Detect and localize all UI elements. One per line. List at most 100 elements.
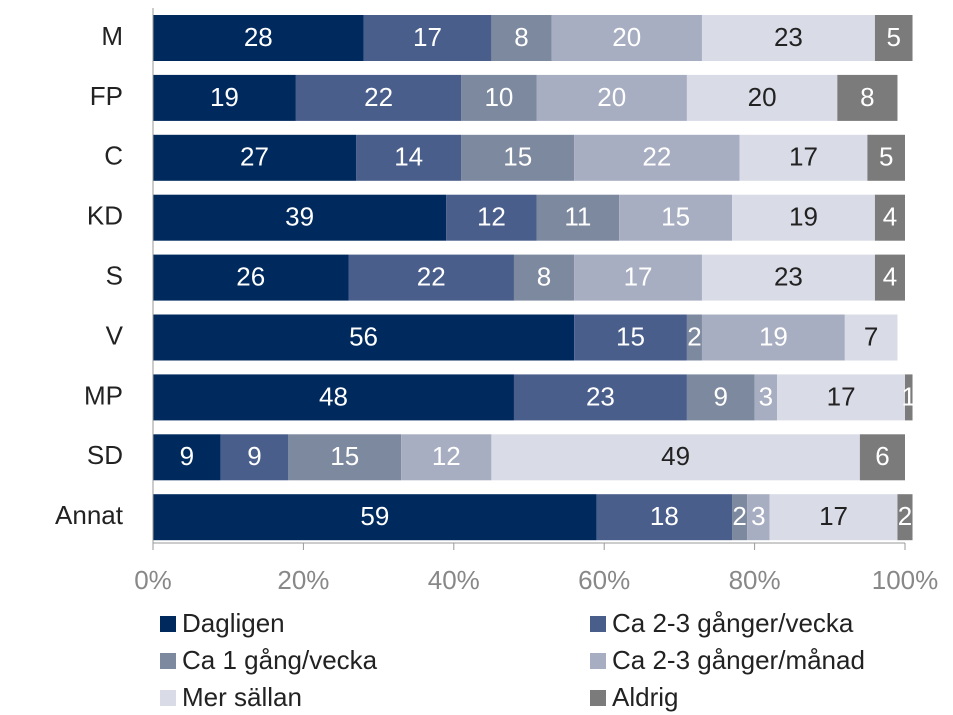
- data-label: 14: [394, 142, 423, 172]
- bar-segment: [777, 374, 905, 421]
- bar-segment: [769, 494, 898, 541]
- bar-segment: [754, 374, 778, 421]
- bar-segment: [905, 374, 913, 421]
- bar-segment: [288, 434, 402, 481]
- y-tick-label: FP: [90, 81, 123, 111]
- data-label: 23: [586, 381, 615, 411]
- data-label: 2: [687, 321, 701, 351]
- bar-segment: [686, 314, 702, 361]
- x-tick-label: 40%: [428, 565, 480, 595]
- data-label: 56: [349, 321, 378, 351]
- bar-segment: [295, 74, 462, 121]
- legend-label: Dagligen: [182, 608, 285, 638]
- legend-label: Ca 2-3 gånger/vecka: [612, 608, 854, 638]
- bar-segment: [536, 194, 620, 241]
- bar-segment: [739, 134, 868, 181]
- bar-segment: [491, 15, 552, 61]
- bar-segment: [220, 434, 289, 481]
- bar-segment: [686, 374, 755, 421]
- data-label: 59: [360, 501, 389, 531]
- data-label: 17: [413, 22, 442, 52]
- data-label: 19: [210, 82, 239, 112]
- bar-segment: [461, 74, 537, 121]
- x-tick-label: 0%: [134, 565, 172, 595]
- bar-segment: [574, 134, 740, 181]
- bar-segment: [461, 134, 575, 181]
- bar-segment: [153, 314, 575, 361]
- legend-swatch: [590, 616, 606, 632]
- bar-segment: [153, 494, 597, 541]
- bar-segment: [619, 194, 733, 241]
- x-tick-label: 100%: [872, 565, 939, 595]
- data-label: 8: [860, 82, 874, 112]
- bar-segment: [732, 494, 748, 541]
- bar-segment: [153, 254, 349, 301]
- data-label: 17: [624, 261, 653, 291]
- bar-segment: [574, 254, 702, 301]
- bar-segment: [153, 374, 514, 421]
- y-tick-label: S: [106, 260, 123, 290]
- data-label: 4: [883, 261, 897, 291]
- bar-segment: [596, 494, 733, 541]
- data-label: 15: [616, 321, 645, 351]
- bar-segment: [348, 254, 514, 301]
- bar-segment: [446, 194, 537, 241]
- bar-segment: [844, 314, 898, 361]
- data-label: 15: [330, 441, 359, 471]
- data-label: 7: [864, 321, 878, 351]
- data-label: 23: [774, 22, 803, 52]
- y-tick-label: KD: [87, 201, 123, 231]
- bar-segment: [513, 374, 687, 421]
- data-label: 39: [285, 202, 314, 232]
- legend-swatch: [160, 690, 176, 706]
- bar-segment: [491, 434, 860, 481]
- data-label: 18: [650, 501, 679, 531]
- data-label: 17: [789, 142, 818, 172]
- data-label: 12: [432, 441, 461, 471]
- data-label: 26: [236, 261, 265, 291]
- bar-segment: [701, 254, 875, 301]
- bar-segment: [153, 134, 357, 181]
- bar-segment: [701, 15, 875, 61]
- bar-segment: [153, 434, 221, 481]
- data-label: 17: [827, 381, 856, 411]
- data-label: 17: [819, 501, 848, 531]
- data-label: 11: [564, 202, 591, 232]
- data-label: 3: [751, 501, 765, 531]
- data-label: 19: [759, 321, 788, 351]
- bar-segment: [363, 15, 492, 61]
- data-label: 28: [244, 22, 273, 52]
- data-label: 20: [612, 22, 641, 52]
- data-label: 4: [883, 202, 897, 232]
- x-tick-label: 20%: [277, 565, 329, 595]
- y-tick-label: Annat: [55, 500, 124, 530]
- y-tick-label: MP: [84, 380, 123, 410]
- data-label: 22: [364, 82, 393, 112]
- legend-label: Aldrig: [612, 682, 678, 712]
- bar-segment: [732, 194, 875, 241]
- data-label: 9: [180, 441, 194, 471]
- data-label: 15: [661, 202, 690, 232]
- data-label: 23: [774, 261, 803, 291]
- data-label: 6: [875, 441, 889, 471]
- data-label: 2: [732, 501, 746, 531]
- bar-segment: [874, 254, 905, 301]
- data-label: 10: [484, 82, 513, 112]
- bar-segment: [551, 15, 702, 61]
- data-label: 19: [789, 202, 818, 232]
- bar-segment: [401, 434, 492, 481]
- bar-segment: [153, 74, 296, 121]
- data-label: 22: [642, 142, 671, 172]
- legend-swatch: [590, 653, 606, 669]
- data-label: 48: [319, 381, 348, 411]
- bar-segment: [686, 74, 838, 121]
- y-tick-label: V: [106, 320, 124, 350]
- y-tick-label: SD: [87, 440, 123, 470]
- bar-segment: [701, 314, 845, 361]
- legend-label: Ca 1 gång/vecka: [182, 645, 378, 675]
- x-tick-label: 60%: [578, 565, 630, 595]
- data-label: 12: [477, 202, 506, 232]
- bar-segment: [356, 134, 462, 181]
- data-label: 8: [537, 261, 551, 291]
